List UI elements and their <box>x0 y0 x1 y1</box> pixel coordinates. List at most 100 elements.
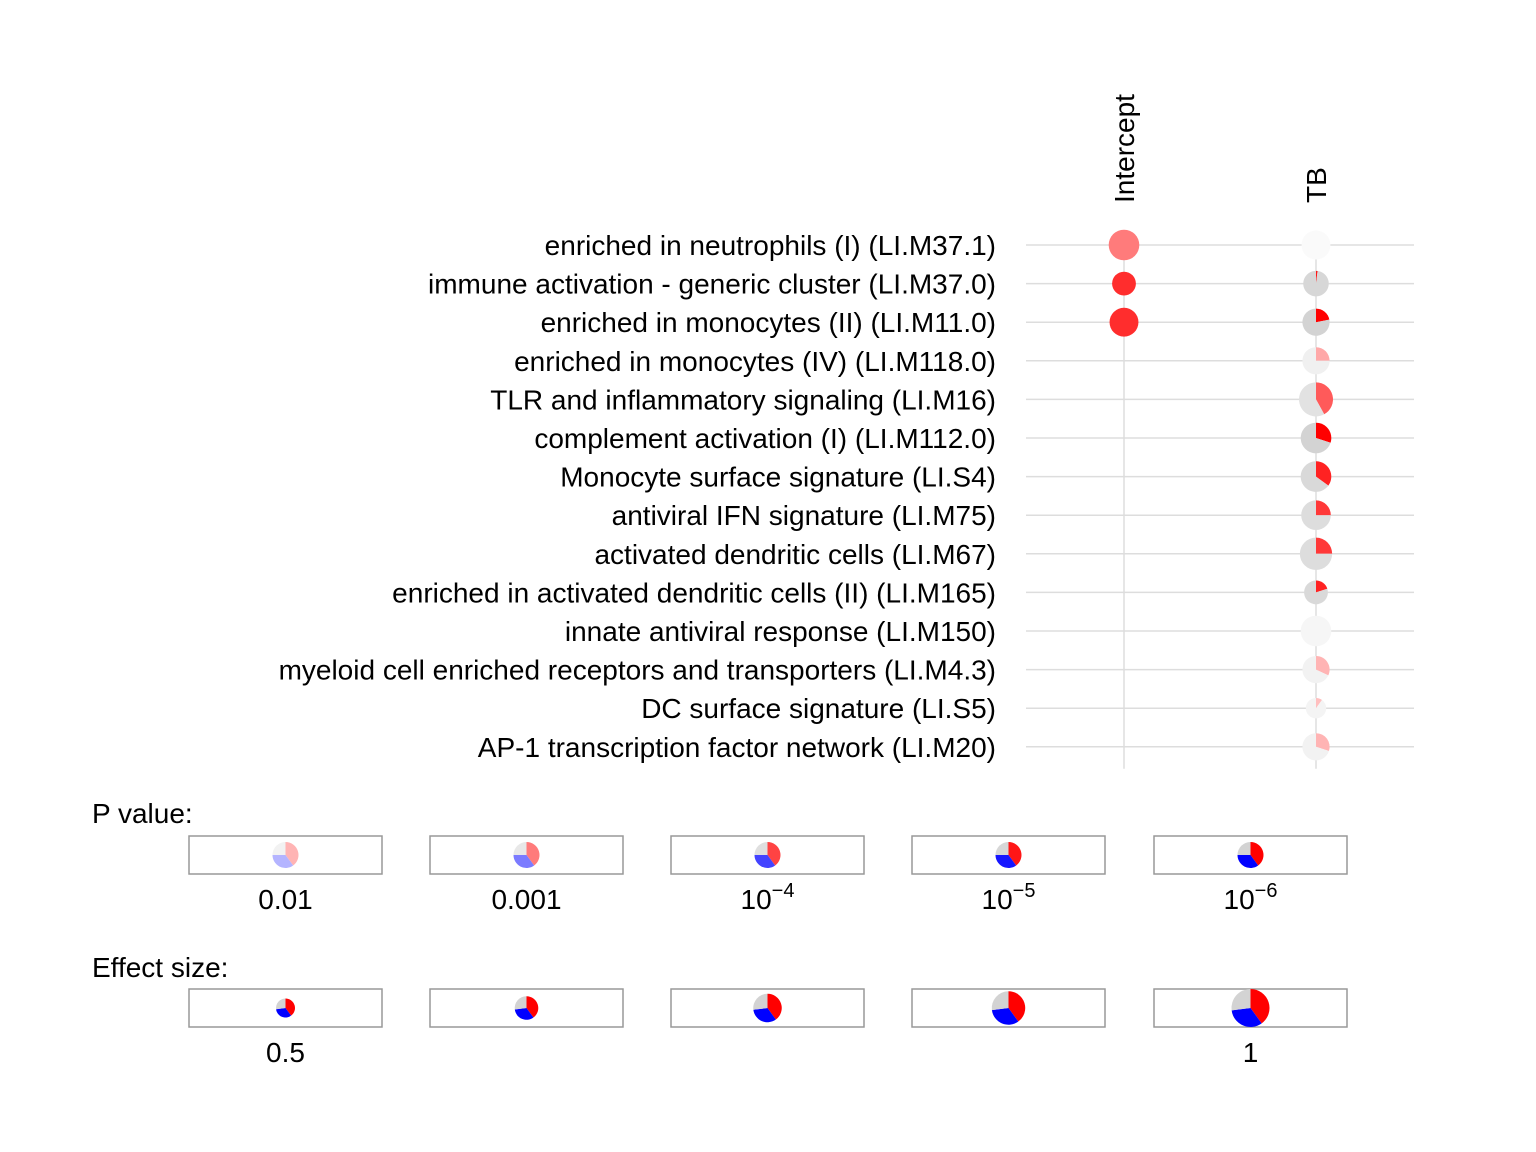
pie-ns-slice <box>1301 500 1331 530</box>
pie-up-slice <box>1250 842 1264 866</box>
legend-pvalue-label: 10−4 <box>741 880 795 915</box>
row-label: enriched in monocytes (IV) (LI.M118.0) <box>514 346 996 377</box>
legend-pie <box>753 993 782 1023</box>
legend-pvalue-label: 0.01 <box>258 884 313 915</box>
pie-down-slice <box>753 1008 776 1023</box>
pie-up-slice <box>285 842 299 866</box>
pie-up-slice <box>1316 500 1331 516</box>
legend-pie <box>991 991 1026 1025</box>
pie-down-slice <box>514 1008 534 1020</box>
pie-marker <box>1302 733 1330 761</box>
pie-marker <box>1302 347 1330 375</box>
pie-marker <box>1303 270 1329 297</box>
pie-ns-slice <box>754 842 768 855</box>
pie-up-slice <box>1008 991 1026 1022</box>
row-label: enriched in monocytes (II) (LI.M11.0) <box>541 307 996 338</box>
legend-effect-label: 1 <box>1243 1037 1259 1068</box>
pie-ns-slice <box>1237 842 1251 855</box>
legend-pie <box>995 842 1022 868</box>
pie-marker <box>1109 307 1139 337</box>
pie-ns-slice <box>1302 308 1330 336</box>
legend-title: Effect size: <box>92 952 228 983</box>
pie-up-slice <box>1316 422 1332 443</box>
column-header: TB <box>1301 167 1332 203</box>
row-label: innate antiviral response (LI.M150) <box>565 616 996 647</box>
pie-marker <box>1302 656 1330 684</box>
pie-up-slice <box>1316 382 1333 415</box>
pie-marker <box>1302 308 1330 336</box>
pie-marker <box>1300 615 1332 647</box>
pie-ns-slice <box>1302 347 1330 375</box>
legend-title: P value: <box>92 798 193 829</box>
pie-marker <box>1108 229 1140 261</box>
legend-pvalue-label: 0.001 <box>491 884 561 915</box>
pie-ns-slice <box>995 842 1009 855</box>
legend-pvalue-base: 10 <box>1224 884 1255 915</box>
legend-pvalue-exponent: −4 <box>772 880 795 902</box>
pie-up-slice <box>1316 698 1322 709</box>
pie-down-slice <box>272 855 294 868</box>
pie-up-slice <box>1316 461 1332 486</box>
pie-up-slice <box>1109 307 1139 337</box>
pie-ns-slice <box>1299 382 1325 417</box>
pie-ns-slice <box>1302 733 1329 761</box>
pie-down-slice <box>276 1008 292 1018</box>
column-headers: Intercept TB <box>1109 94 1332 203</box>
pie-down-slice <box>995 855 1017 868</box>
row-labels: enriched in neutrophils (I) (LI.M37.1) im… <box>279 230 996 763</box>
pie-marker <box>1304 580 1328 605</box>
legend-pie <box>272 842 299 868</box>
legend-pvalue-base: 10 <box>982 884 1013 915</box>
legend-pie <box>1237 842 1264 868</box>
pie-marker <box>1112 271 1136 296</box>
row-label: TLR and inflammatory signaling (LI.M16) <box>490 384 996 415</box>
row-label: immune activation - generic cluster (LI.… <box>428 269 996 300</box>
legend-box <box>1153 835 1348 875</box>
row-label: enriched in neutrophils (I) (LI.M37.1) <box>545 230 996 261</box>
legend-pie <box>513 842 540 868</box>
pie-down-slice <box>754 855 776 868</box>
pie-cells <box>1108 229 1333 761</box>
pie-ns-slice <box>1300 461 1329 492</box>
legend-box <box>188 835 383 875</box>
pie-marker <box>1300 422 1332 454</box>
pie-up-slice <box>1250 989 1270 1024</box>
pie-up-slice <box>1316 733 1330 752</box>
legend-pie <box>754 842 781 868</box>
pie-ns-slice <box>753 993 768 1010</box>
pie-marker <box>1305 698 1327 719</box>
pie-up-slice <box>285 998 296 1016</box>
legend-box <box>911 988 1106 1028</box>
pie-up-slice <box>1316 308 1330 323</box>
legend-box <box>670 835 865 875</box>
pie-ns-slice <box>1301 230 1331 260</box>
pie-ns-slice <box>514 996 527 1010</box>
legend-pvalue-base: 0.001 <box>491 884 561 915</box>
legend-pvalue-exponent: −6 <box>1255 880 1278 902</box>
pie-up-slice <box>1316 347 1330 361</box>
pie-down-slice <box>1237 855 1259 868</box>
row-label: AP-1 transcription factor network (LI.M2… <box>478 732 996 763</box>
legend-box <box>429 988 624 1028</box>
pie-ns-slice <box>991 991 1009 1011</box>
pie-marker <box>1301 500 1331 530</box>
legend-pvalue-label: 10−5 <box>982 880 1036 915</box>
legend-pvalue-base: 10 <box>741 884 772 915</box>
row-label: complement activation (I) (LI.M112.0) <box>534 423 996 454</box>
pie-up-slice <box>1112 271 1136 296</box>
legend-pie <box>1231 989 1270 1028</box>
legend-box <box>429 835 624 875</box>
pie-up-slice <box>526 996 539 1018</box>
row-label: antiviral IFN signature (LI.M75) <box>612 500 996 531</box>
legend-pvalue-exponent: −5 <box>1013 880 1036 902</box>
pie-ns-slice <box>1303 270 1329 297</box>
effect-size-legend: 0.5 1 <box>188 988 1348 1068</box>
legend-pvalue-base: 0.01 <box>258 884 313 915</box>
pie-ns-slice <box>276 998 286 1010</box>
pie-ns-slice <box>1302 656 1329 684</box>
pie-marker <box>1301 230 1331 260</box>
pie-up-slice <box>1108 229 1140 261</box>
pie-ns-slice <box>1300 422 1331 454</box>
legend-effect-label: 0.5 <box>266 1037 305 1068</box>
